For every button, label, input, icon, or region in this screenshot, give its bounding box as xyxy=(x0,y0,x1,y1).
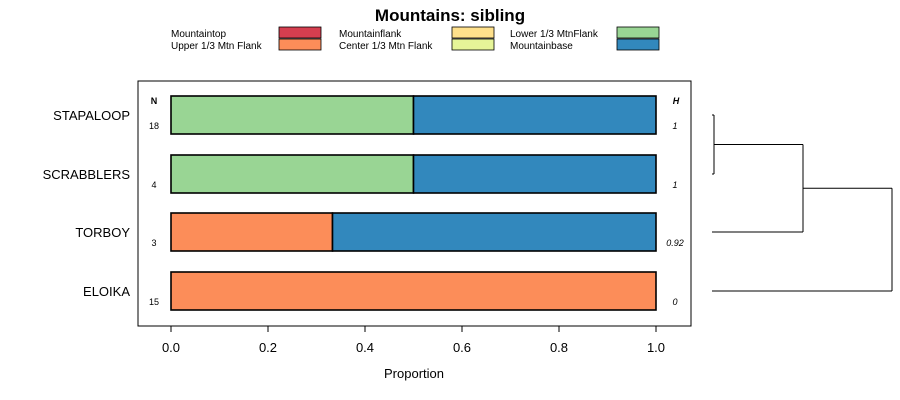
legend-label-mountaintop: Mountaintop xyxy=(171,29,226,40)
bar-segment-stapaloop-lower-1-3-mtnflank xyxy=(170,95,415,135)
category-label-eloika: ELOIKA xyxy=(83,284,130,299)
n-column-header: N xyxy=(151,96,158,106)
bar-segment-torboy-mountainbase xyxy=(331,212,657,252)
legend-swatch-lower-1-3-mtnflank xyxy=(616,26,660,39)
x-tick-label-1: 0.2 xyxy=(259,340,277,355)
x-tick-label-3: 0.6 xyxy=(453,340,471,355)
bar-segment-torboy-upper-1-3-mtn-flank xyxy=(170,212,334,252)
x-tick-label-2: 0.4 xyxy=(356,340,374,355)
category-label-torboy: TORBOY xyxy=(75,225,130,240)
n-value-eloika: 15 xyxy=(149,297,159,307)
legend-swatch-center-1-3-mtn-flank xyxy=(451,38,495,51)
n-value-torboy: 3 xyxy=(151,238,156,248)
bar-segment-scrabblers-mountainbase xyxy=(412,154,657,194)
h-value-eloika: 0 xyxy=(672,297,677,307)
x-axis: 0.0 0.2 0.4 0.6 0.8 1.0 xyxy=(162,326,665,355)
dendrogram xyxy=(712,114,893,292)
legend-swatch-mountainflank xyxy=(451,26,495,39)
bar-segment-scrabblers-lower-1-3-mtnflank xyxy=(170,154,415,194)
bar-segment-stapaloop-mountainbase xyxy=(412,95,657,135)
x-axis-label: Proportion xyxy=(384,366,444,381)
bar-segment-eloika-upper-1-3-mtn-flank xyxy=(170,271,657,311)
legend-swatch-mountainbase xyxy=(616,38,660,51)
legend-label-mountainflank: Mountainflank xyxy=(339,29,402,40)
bars-group: STAPALOOP 18 1 SCRABBLERS 4 1 TORBOY 3 0.92 ELOIK… xyxy=(43,95,684,311)
h-value-torboy: 0.92 xyxy=(666,238,684,248)
legend-label-center-1-3-mtn-flank: Center 1/3 Mtn Flank xyxy=(339,41,433,52)
legend-label-mountainbase: Mountainbase xyxy=(510,41,573,52)
plot-frame xyxy=(137,80,692,327)
legend-swatch-upper-1-3-mtn-flank xyxy=(278,38,322,51)
h-value-stapaloop: 1 xyxy=(672,121,677,131)
legend-label-lower-1-3-mtnflank: Lower 1/3 MtnFlank xyxy=(510,29,599,40)
x-tick-label-4: 0.8 xyxy=(550,340,568,355)
x-tick-label-5: 1.0 xyxy=(647,340,665,355)
h-column-header: H xyxy=(673,96,680,106)
category-label-scrabblers: SCRABBLERS xyxy=(43,167,131,182)
n-value-stapaloop: 18 xyxy=(149,121,159,131)
legend-label-upper-1-3-mtn-flank: Upper 1/3 Mtn Flank xyxy=(171,41,263,52)
category-label-stapaloop: STAPALOOP xyxy=(53,108,130,123)
h-value-scrabblers: 1 xyxy=(672,180,677,190)
chart-title: Mountains: sibling xyxy=(375,6,525,25)
n-value-scrabblers: 4 xyxy=(151,180,156,190)
x-tick-label-0: 0.0 xyxy=(162,340,180,355)
legend-swatch-mountaintop xyxy=(278,26,322,39)
